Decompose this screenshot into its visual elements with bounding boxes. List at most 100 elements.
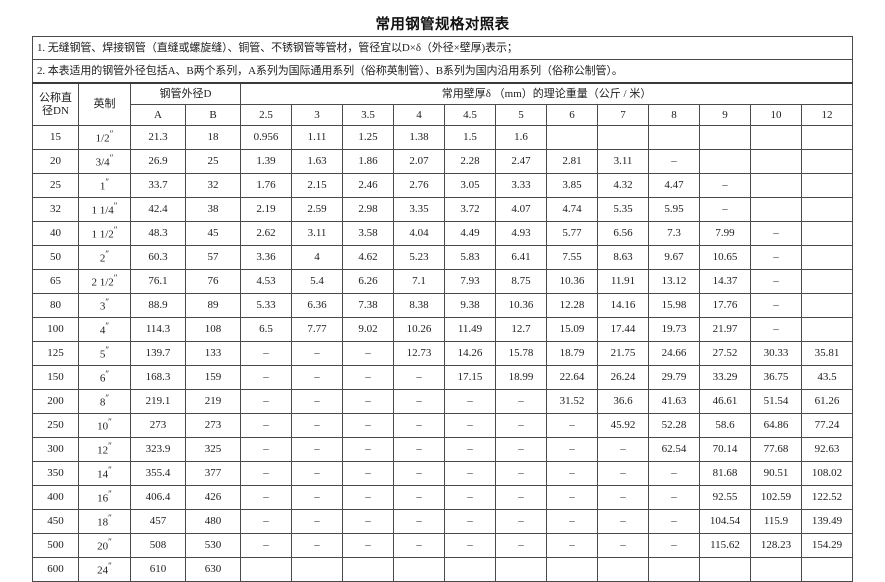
cell-od-a: 42.4 bbox=[130, 197, 186, 222]
cell-weight-6: 12.28 bbox=[546, 293, 598, 318]
cell-weight-9 bbox=[699, 557, 751, 582]
cell-weight-11: 35.81 bbox=[800, 341, 854, 366]
cell-weight-8: 7.3 bbox=[648, 221, 700, 246]
cell-weight-9: 104.54 bbox=[699, 509, 751, 534]
cell-weight-7: 3.11 bbox=[597, 149, 649, 174]
cell-od-a: 355.4 bbox=[130, 461, 186, 486]
cell-od-b: 108 bbox=[185, 317, 241, 342]
cell-weight-6: – bbox=[546, 533, 598, 558]
cell-weight-0: 4.53 bbox=[240, 269, 292, 294]
cell-weight-3 bbox=[393, 557, 445, 582]
cell-dn: 20 bbox=[32, 149, 79, 174]
cell-weight-2: – bbox=[342, 365, 394, 390]
cell-dn: 500 bbox=[32, 533, 79, 558]
header-row-sub: A B 2.5 3 3.5 4 4.5 5 6 7 8 9 10 12 bbox=[33, 104, 854, 126]
cell-weight-2: – bbox=[342, 437, 394, 462]
cell-weight-10: 90.51 bbox=[750, 461, 802, 486]
cell-dn: 400 bbox=[32, 485, 79, 510]
header-dn-line2: 径DN bbox=[42, 104, 69, 117]
cell-imperial: 18″ bbox=[78, 509, 131, 534]
inch-mark-icon: ″ bbox=[113, 273, 118, 284]
cell-od-a: 508 bbox=[130, 533, 186, 558]
cell-weight-7: – bbox=[597, 509, 649, 534]
spec-table-wrapper: 1. 无缝钢管、焊接钢管（直缝或螺旋缝）、铜管、不锈钢管等管材，管径宜以D×δ（… bbox=[31, 36, 854, 582]
imperial-value: 12 bbox=[97, 445, 109, 457]
header-thickness-4: 4.5 bbox=[444, 104, 496, 126]
cell-weight-4: 3.05 bbox=[444, 173, 496, 198]
cell-weight-9: 58.6 bbox=[699, 413, 751, 438]
note-row-1: 1. 无缝钢管、焊接钢管（直缝或螺旋缝）、铜管、不锈钢管等管材，管径宜以D×δ（… bbox=[31, 36, 854, 60]
cell-weight-4: 17.15 bbox=[444, 365, 496, 390]
cell-weight-1: 1.11 bbox=[291, 125, 343, 150]
cell-od-b: 57 bbox=[185, 245, 241, 270]
table-row: 20 3/4″ 26.9 25 1.39 1.63 1.86 2.07 2.28 2.47 2.81… bbox=[32, 149, 854, 174]
cell-weight-5: 18.99 bbox=[495, 365, 547, 390]
cell-weight-7: 8.63 bbox=[597, 245, 649, 270]
cell-weight-0: 1.76 bbox=[240, 173, 292, 198]
cell-weight-8: 19.73 bbox=[648, 317, 700, 342]
cell-weight-2 bbox=[342, 557, 394, 582]
cell-weight-9 bbox=[699, 149, 751, 174]
cell-weight-5: – bbox=[495, 509, 547, 534]
cell-weight-4: 14.26 bbox=[444, 341, 496, 366]
cell-weight-11 bbox=[800, 125, 854, 150]
cell-weight-1: – bbox=[291, 509, 343, 534]
cell-weight-0: 5.33 bbox=[240, 293, 292, 318]
cell-weight-6: 4.74 bbox=[546, 197, 598, 222]
cell-weight-9: – bbox=[699, 197, 751, 222]
cell-weight-10: – bbox=[750, 221, 802, 246]
cell-weight-9: 46.61 bbox=[699, 389, 751, 414]
cell-imperial: 8″ bbox=[78, 389, 131, 414]
header-thickness-2: 3.5 bbox=[342, 104, 394, 126]
cell-weight-1: 5.4 bbox=[291, 269, 343, 294]
cell-dn: 300 bbox=[32, 437, 79, 462]
imperial-value: 10 bbox=[97, 421, 109, 433]
cell-weight-7: 11.91 bbox=[597, 269, 649, 294]
cell-weight-1: 2.59 bbox=[291, 197, 343, 222]
cell-weight-1: – bbox=[291, 461, 343, 486]
imperial-value: 20 bbox=[97, 541, 109, 553]
cell-weight-3: 4.04 bbox=[393, 221, 445, 246]
table-row: 100 4″ 114.3 108 6.5 7.77 9.02 10.26 11.49 12.7 15… bbox=[32, 317, 854, 342]
header-thickness-3: 4 bbox=[393, 104, 445, 126]
cell-weight-4: – bbox=[444, 461, 496, 486]
cell-weight-0: – bbox=[240, 437, 292, 462]
cell-weight-1: – bbox=[291, 413, 343, 438]
cell-od-a: 168.3 bbox=[130, 365, 186, 390]
cell-weight-3: – bbox=[393, 413, 445, 438]
cell-weight-11: 154.29 bbox=[800, 533, 854, 558]
cell-weight-3: – bbox=[393, 389, 445, 414]
inch-mark-icon: ″ bbox=[108, 561, 112, 572]
cell-weight-3: – bbox=[393, 485, 445, 510]
imperial-value: 3 bbox=[99, 301, 106, 313]
cell-weight-10: – bbox=[750, 317, 802, 342]
inch-mark-icon: ″ bbox=[113, 225, 118, 236]
cell-weight-4: 9.38 bbox=[444, 293, 496, 318]
cell-weight-0: – bbox=[240, 509, 292, 534]
table-row: 80 3″ 88.9 89 5.33 6.36 7.38 8.38 9.38 10.36 12.28… bbox=[32, 293, 854, 318]
cell-weight-6: – bbox=[546, 461, 598, 486]
table-body: 1. 无缝钢管、焊接钢管（直缝或螺旋缝）、铜管、不锈钢管等管材，管径宜以D×δ（… bbox=[31, 36, 854, 582]
cell-weight-9: 21.97 bbox=[699, 317, 751, 342]
table-row: 450 18″ 457 480– – – – – – – – –104.54 115.9 139.49 bbox=[32, 509, 854, 534]
cell-weight-0: – bbox=[240, 341, 292, 366]
table-row: 250 10″ 273 273– – – – – – –45.92 52.28 58.6 64.86 77… bbox=[32, 413, 854, 438]
cell-weight-2: 6.26 bbox=[342, 269, 394, 294]
cell-weight-8: – bbox=[648, 461, 700, 486]
cell-weight-10 bbox=[750, 557, 802, 582]
cell-weight-4: – bbox=[444, 413, 496, 438]
cell-od-b: 133 bbox=[185, 341, 241, 366]
cell-weight-1 bbox=[291, 557, 343, 582]
cell-weight-5: – bbox=[495, 485, 547, 510]
cell-od-b: 325 bbox=[185, 437, 241, 462]
cell-weight-6: 22.64 bbox=[546, 365, 598, 390]
imperial-value: 3/4 bbox=[95, 157, 110, 169]
cell-weight-11: 92.63 bbox=[800, 437, 854, 462]
imperial-value: 1 bbox=[99, 181, 106, 193]
cell-weight-10 bbox=[750, 197, 802, 222]
cell-od-a: 219.1 bbox=[130, 389, 186, 414]
cell-weight-9: 70.14 bbox=[699, 437, 751, 462]
imperial-value: 2 bbox=[99, 253, 106, 265]
inch-mark-icon: ″ bbox=[105, 393, 110, 404]
cell-weight-3: 2.76 bbox=[393, 173, 445, 198]
